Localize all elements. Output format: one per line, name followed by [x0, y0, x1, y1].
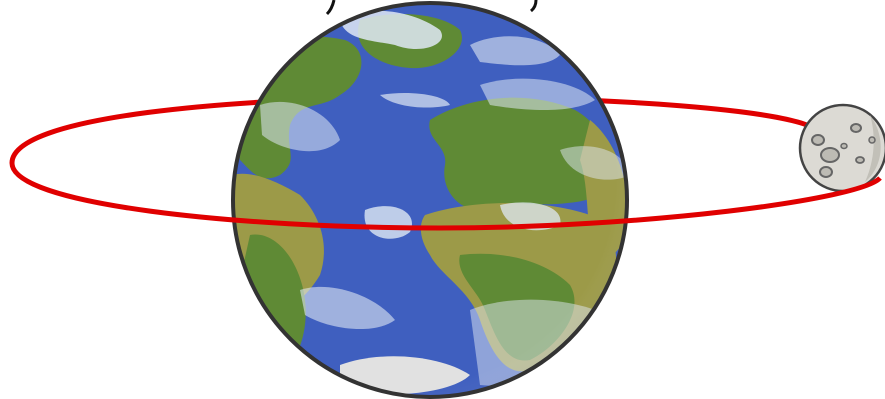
moon-crater-5: [855, 156, 865, 164]
moon-crater-2: [811, 134, 825, 146]
moon-crater-3: [850, 123, 862, 133]
moon-crater-4: [819, 166, 833, 178]
glyph-stroke-right: [530, 0, 538, 13]
glyph-stroke-left: [325, 0, 336, 16]
earth: [231, 1, 629, 399]
cropped-top-glyphs: [325, 0, 538, 16]
moon-crater-6: [840, 142, 848, 150]
moon-crater-7: [868, 136, 876, 144]
moon-crater-1: [820, 147, 840, 163]
moon: [798, 103, 885, 193]
moon-shadow: [865, 115, 881, 182]
orbit-front: [9, 162, 882, 231]
